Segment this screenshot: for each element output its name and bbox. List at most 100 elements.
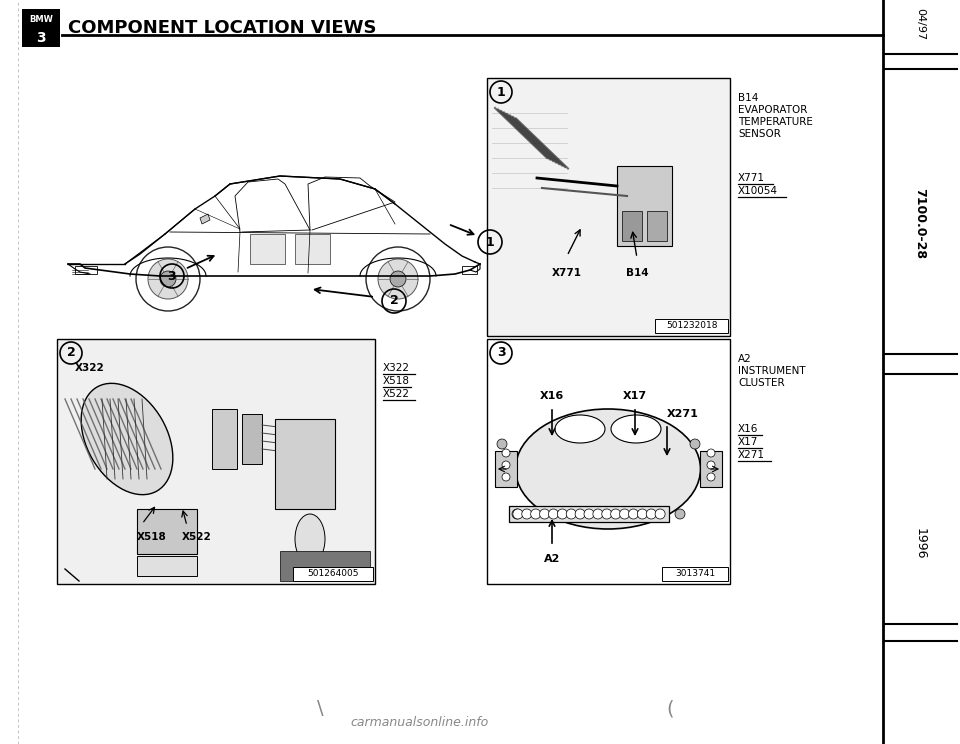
Circle shape [502,461,510,469]
Circle shape [629,509,638,519]
Text: 2: 2 [66,347,76,359]
Circle shape [148,259,188,299]
Bar [509,506,669,522]
Circle shape [497,439,507,449]
Text: SENSOR: SENSOR [738,129,780,139]
Text: X771: X771 [738,173,765,183]
Text: A2: A2 [543,554,561,564]
Circle shape [707,461,715,469]
Text: COMPONENT LOCATION VIEWS: COMPONENT LOCATION VIEWS [68,19,376,37]
Bar [700,451,722,487]
Bar [22,9,60,28]
Circle shape [690,439,700,449]
Bar [495,451,517,487]
Bar [295,234,330,264]
Bar [622,211,642,241]
Circle shape [522,509,532,519]
Text: TEMPERATURE: TEMPERATURE [738,117,813,127]
Text: X518: X518 [383,376,410,386]
Bar [662,567,728,581]
Text: 1: 1 [496,86,505,98]
Circle shape [707,473,715,481]
Circle shape [593,509,603,519]
Bar [137,509,197,554]
Text: 501232018: 501232018 [666,321,718,330]
Text: 1: 1 [486,236,494,248]
Text: EVAPORATOR: EVAPORATOR [738,105,807,115]
Ellipse shape [82,383,173,495]
Bar [462,266,477,274]
Bar [22,28,60,47]
Text: 3: 3 [168,269,177,283]
Bar [293,567,373,581]
Bar [617,166,672,246]
Bar [75,266,97,274]
Bar [883,0,960,744]
Bar [647,211,667,241]
Polygon shape [200,214,210,224]
Circle shape [675,509,685,519]
Circle shape [584,509,594,519]
Bar [212,409,237,469]
Text: X322: X322 [383,363,410,373]
Text: B14: B14 [738,93,758,103]
Text: A2: A2 [738,354,752,364]
Bar [137,556,197,576]
Circle shape [513,509,523,519]
Circle shape [390,271,406,287]
Text: (: ( [666,699,674,719]
Circle shape [502,449,510,457]
Text: BMW: BMW [29,14,53,24]
Ellipse shape [295,514,325,564]
Circle shape [540,509,549,519]
Text: carmanualsonline.info: carmanualsonline.info [350,716,490,728]
Text: 3: 3 [496,347,505,359]
Circle shape [548,509,559,519]
Circle shape [611,509,621,519]
Bar [487,339,730,584]
Text: X16: X16 [738,424,758,434]
Text: X271: X271 [667,409,699,419]
Text: 04/97: 04/97 [915,8,925,40]
Circle shape [619,509,630,519]
Text: INSTRUMENT: INSTRUMENT [738,366,805,376]
Text: X271: X271 [738,450,765,460]
Circle shape [512,509,522,519]
Text: B14: B14 [626,268,648,278]
Ellipse shape [611,415,661,443]
Text: X518: X518 [137,532,167,542]
Circle shape [637,509,647,519]
Text: 1996: 1996 [914,528,926,559]
Circle shape [575,509,585,519]
Bar [250,234,285,264]
Circle shape [602,509,612,519]
Text: 501264005: 501264005 [307,569,359,579]
Bar [280,551,370,581]
Ellipse shape [555,415,605,443]
Text: X17: X17 [738,437,758,447]
Circle shape [531,509,540,519]
Text: X322: X322 [75,363,105,373]
Text: CLUSTER: CLUSTER [738,378,784,388]
Ellipse shape [516,409,701,529]
Circle shape [707,449,715,457]
Circle shape [655,509,665,519]
Text: X771: X771 [552,268,582,278]
Bar [57,339,375,584]
Circle shape [566,509,576,519]
Bar [487,78,730,336]
Text: 7100.0-28: 7100.0-28 [914,188,926,260]
Circle shape [646,509,657,519]
Text: X10054: X10054 [738,186,778,196]
Text: 2: 2 [390,295,398,307]
Bar [242,414,262,464]
Text: X522: X522 [383,389,410,399]
Circle shape [502,473,510,481]
Circle shape [558,509,567,519]
Text: \: \ [317,699,324,719]
Circle shape [378,259,418,299]
Bar [655,319,728,333]
Text: X17: X17 [623,391,647,401]
Text: 3013741: 3013741 [675,569,715,579]
Bar [275,419,335,509]
